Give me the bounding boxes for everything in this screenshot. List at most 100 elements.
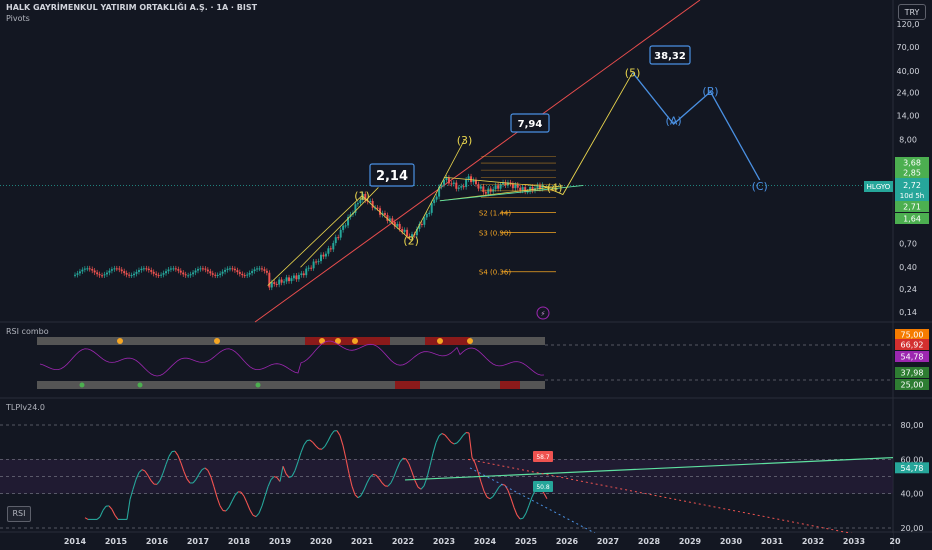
candle-body	[270, 282, 273, 288]
candle-body	[78, 271, 81, 274]
tlp-segment	[483, 490, 488, 498]
pivot-label: S2 (1.44)	[479, 210, 511, 218]
channel-upper-line	[254, 0, 701, 323]
pivots-indicator-label[interactable]: Pivots	[6, 14, 30, 23]
tlp-segment	[399, 457, 404, 463]
tlp-segment	[522, 512, 527, 519]
tlp-segment	[135, 472, 140, 480]
candle-body	[521, 187, 524, 191]
wave-channel-line	[300, 187, 379, 268]
x-tick-label: 2024	[474, 537, 497, 546]
rsi-band	[37, 337, 545, 345]
rsi-level-box	[895, 351, 929, 362]
candle-body	[506, 182, 509, 186]
tlp-segment	[429, 453, 434, 466]
x-tick-label: 2022	[392, 537, 414, 546]
candle-body	[337, 237, 340, 239]
rsi-button[interactable]: RSI	[7, 506, 31, 522]
candle-body	[310, 267, 313, 269]
tlp-segment	[390, 476, 395, 484]
currency-button[interactable]: TRY	[898, 4, 926, 20]
candle-body	[359, 200, 362, 204]
candle-body	[182, 272, 185, 275]
y-tick-label: 0,24	[899, 285, 917, 294]
candle-body	[295, 275, 298, 280]
tlp-indicator-label[interactable]: TLPlv24.0	[6, 403, 45, 412]
tlp-segment	[453, 442, 458, 445]
tlp-segment	[174, 450, 179, 456]
candle-body	[519, 187, 522, 191]
candle-body	[371, 200, 374, 208]
candle-body	[88, 268, 91, 270]
candle-body	[231, 268, 234, 270]
candle-body	[516, 184, 519, 188]
rsi-band-red	[425, 337, 470, 345]
tlp-segment	[444, 434, 449, 439]
candle-body	[344, 225, 347, 227]
tlp-segment	[366, 477, 371, 484]
tlp-segment	[249, 509, 254, 516]
candle-body	[224, 269, 227, 272]
tlp-segment	[327, 434, 332, 442]
candle-body	[356, 203, 359, 205]
tlp-segment	[213, 486, 218, 498]
rsi-dot	[255, 382, 261, 388]
tlp-segment	[414, 480, 419, 488]
candle-body	[118, 268, 121, 270]
candle-body	[342, 225, 345, 230]
candle-body	[354, 204, 357, 213]
x-tick-label: 2018	[228, 537, 251, 546]
candle-body	[435, 196, 438, 200]
tlp-segment	[336, 430, 341, 436]
tlp-segment	[396, 461, 401, 469]
callout-label: 7,94	[518, 119, 543, 130]
candle-body	[452, 182, 455, 184]
tlp-segment	[504, 484, 509, 491]
candle-body	[145, 268, 148, 270]
rsi-combo-label[interactable]: RSI combo	[6, 327, 49, 336]
x-tick-label: 2033	[843, 537, 865, 546]
tlp-segment	[495, 486, 500, 493]
candle-body	[142, 268, 145, 270]
triangle-upper-line	[443, 176, 555, 188]
tlp-segment	[126, 499, 131, 520]
x-tick-label: 2019	[269, 537, 292, 546]
tlp-segment	[474, 462, 479, 472]
candle-body	[494, 185, 497, 190]
candle-body	[233, 268, 236, 271]
price-level-label: 2,71	[903, 203, 921, 212]
candle-body	[428, 212, 431, 214]
x-tick-label: 2028	[638, 537, 661, 546]
candle-body	[167, 269, 170, 272]
candle-body	[332, 243, 335, 250]
tlp-last-label: 54,78	[901, 464, 924, 473]
candle-body	[541, 184, 544, 189]
candle-body	[339, 229, 342, 238]
candle-body	[285, 277, 288, 282]
candle-body	[499, 184, 502, 189]
candle-body	[406, 229, 409, 236]
tlp-segment	[543, 493, 548, 500]
candle-body	[474, 179, 477, 185]
x-tick-label: 2023	[433, 537, 455, 546]
y-axis: 120,070,0040,0024,0014,008,004,802,801,7…	[864, 20, 929, 533]
tlp-segment	[165, 456, 170, 465]
tlp-segment	[162, 464, 167, 474]
candle-body	[157, 275, 160, 277]
callout-box	[649, 45, 691, 65]
rsi-dot	[467, 338, 473, 344]
tlp-segment	[234, 491, 239, 496]
candle-body	[113, 268, 116, 270]
candle-body	[320, 254, 322, 262]
candle-body	[275, 284, 278, 286]
y-tick-label: 0,40	[899, 263, 917, 272]
tlp-segment	[438, 433, 443, 437]
tlp-segment	[339, 435, 344, 446]
tlp-segment	[129, 489, 134, 500]
x-tick-label: 2025	[515, 537, 538, 546]
candle-body	[86, 268, 89, 270]
tlp-segment	[324, 440, 329, 447]
tlp-segment	[342, 445, 347, 460]
candle-body	[278, 279, 281, 285]
tlp-segment	[528, 496, 533, 506]
